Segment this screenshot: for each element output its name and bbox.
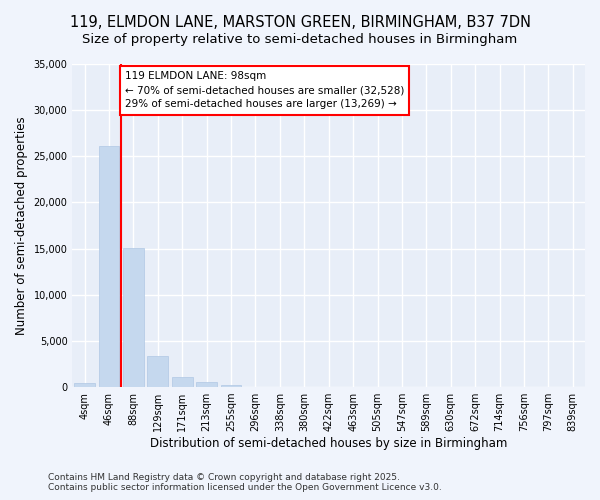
Text: Size of property relative to semi-detached houses in Birmingham: Size of property relative to semi-detach… [82,32,518,46]
Bar [74,384,95,387]
Bar [172,377,193,387]
Text: Contains HM Land Registry data © Crown copyright and database right 2025.
Contai: Contains HM Land Registry data © Crown c… [48,473,442,492]
Bar [98,146,119,387]
Bar [196,382,217,387]
Text: 119, ELMDON LANE, MARSTON GREEN, BIRMINGHAM, B37 7DN: 119, ELMDON LANE, MARSTON GREEN, BIRMING… [70,15,530,30]
Text: 119 ELMDON LANE: 98sqm
← 70% of semi-detached houses are smaller (32,528)
29% of: 119 ELMDON LANE: 98sqm ← 70% of semi-det… [125,72,404,110]
Bar [148,356,168,387]
X-axis label: Distribution of semi-detached houses by size in Birmingham: Distribution of semi-detached houses by … [150,437,508,450]
Bar [221,385,241,387]
Y-axis label: Number of semi-detached properties: Number of semi-detached properties [15,116,28,335]
Bar [245,386,266,387]
Bar [123,248,144,387]
